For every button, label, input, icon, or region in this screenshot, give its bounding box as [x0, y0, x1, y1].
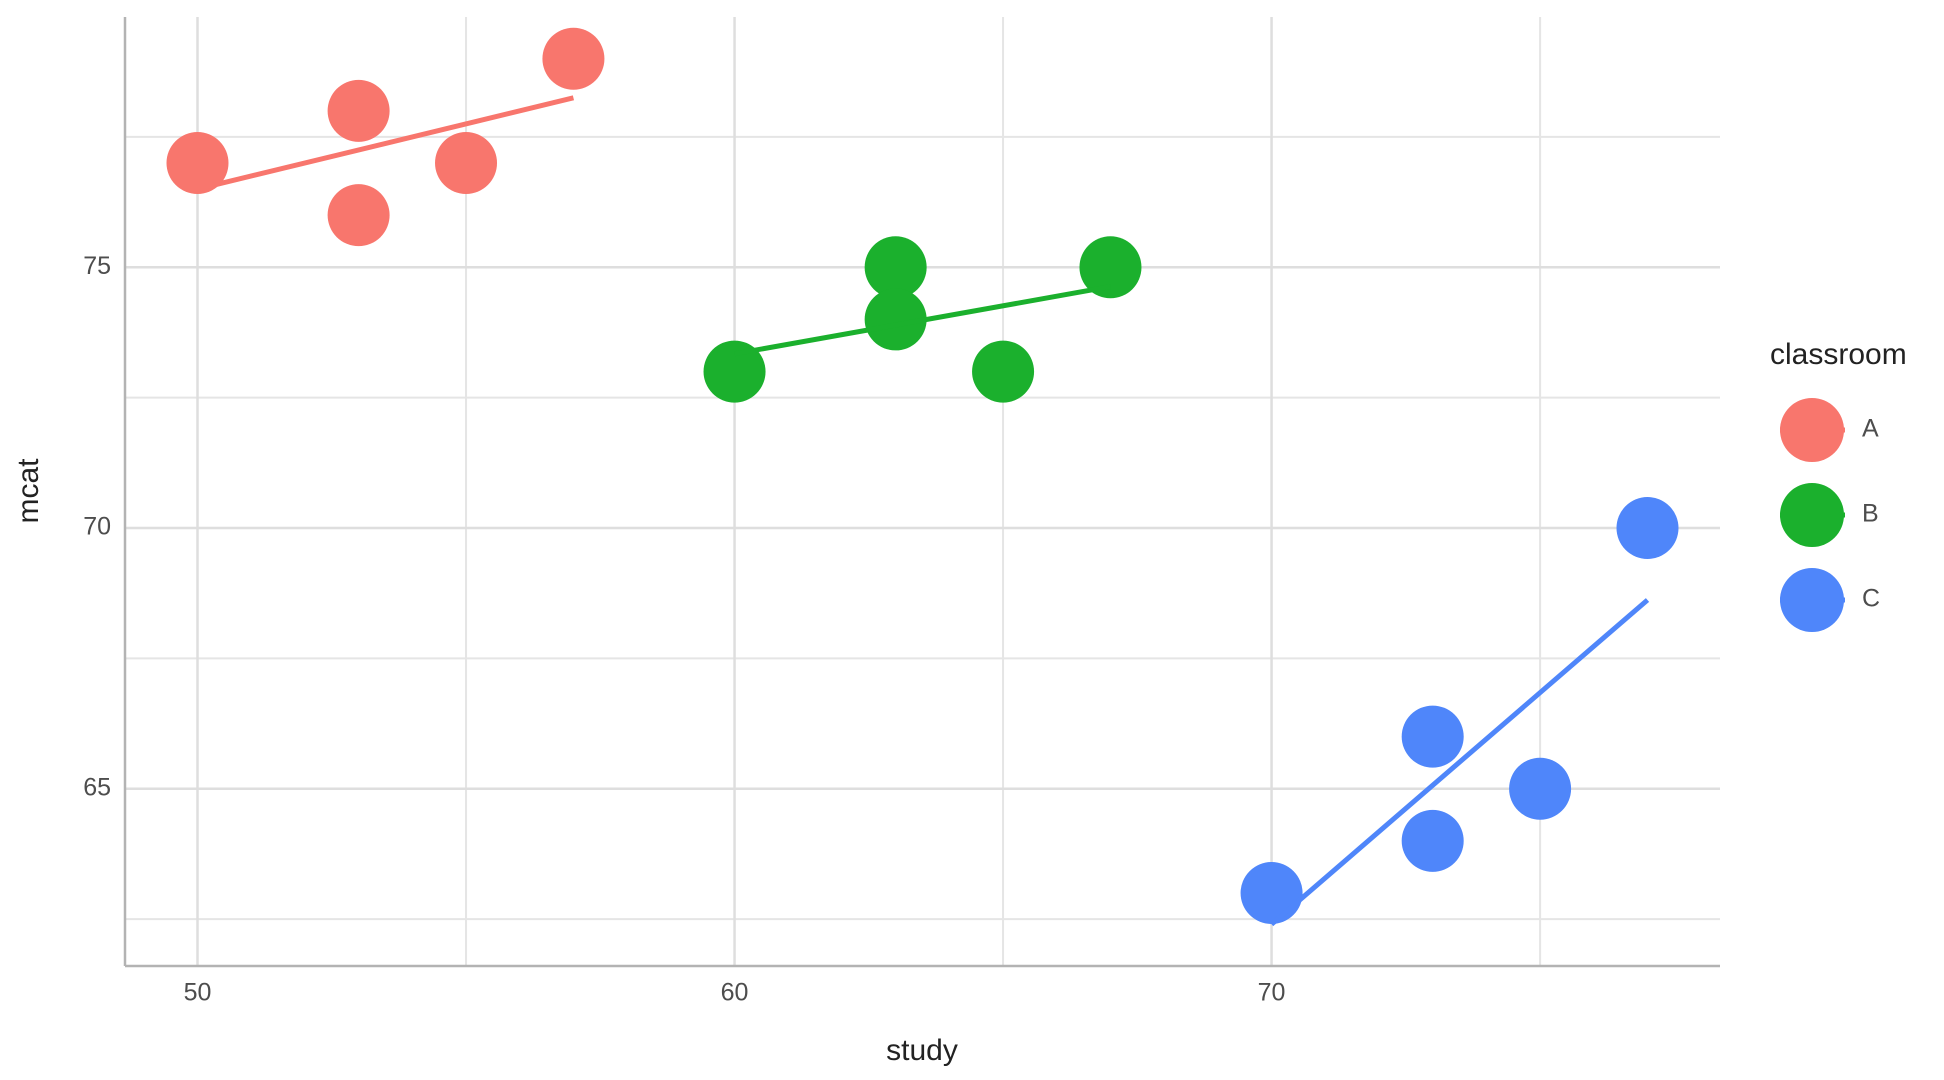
legend-label: A	[1862, 415, 1879, 443]
point	[327, 79, 390, 142]
point	[1616, 497, 1679, 559]
x-axis-label: study	[886, 1034, 958, 1067]
point	[327, 184, 390, 247]
legend-key	[1780, 483, 1844, 547]
point	[166, 132, 229, 194]
point	[972, 340, 1035, 403]
point	[542, 27, 605, 90]
legend-label: B	[1862, 500, 1879, 528]
point	[864, 288, 927, 351]
y-tick-label: 75	[83, 252, 111, 280]
point	[864, 236, 927, 299]
point	[1401, 809, 1464, 872]
point	[1509, 757, 1572, 820]
legend-key	[1780, 568, 1844, 632]
x-tick-label: 50	[184, 979, 212, 1007]
point	[1079, 236, 1142, 299]
point	[703, 340, 766, 403]
legend-label: C	[1862, 585, 1880, 613]
legend-title: classroom	[1770, 338, 1907, 371]
y-axis-label: mcat	[12, 458, 45, 524]
x-tick-label: 70	[1258, 979, 1286, 1007]
fit-line	[734, 284, 1111, 357]
point	[1401, 705, 1464, 768]
fit-line	[196, 95, 575, 192]
point	[435, 132, 498, 194]
legend-key	[1780, 398, 1844, 462]
point	[1240, 862, 1303, 924]
y-tick-label: 70	[83, 513, 111, 541]
x-tick-label: 60	[721, 979, 749, 1007]
y-tick-label: 65	[83, 773, 111, 801]
fit-line	[1269, 598, 1650, 927]
